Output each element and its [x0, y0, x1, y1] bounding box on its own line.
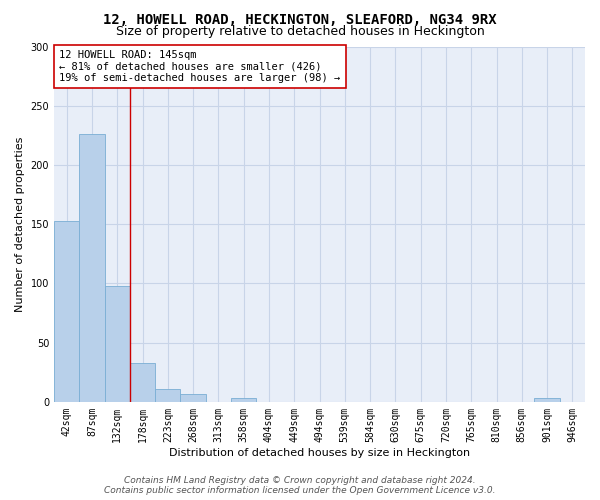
- Bar: [181, 394, 206, 402]
- Bar: [535, 398, 560, 402]
- Bar: [54, 220, 79, 402]
- Bar: [130, 362, 155, 402]
- Bar: [79, 134, 104, 402]
- Text: 12, HOWELL ROAD, HECKINGTON, SLEAFORD, NG34 9RX: 12, HOWELL ROAD, HECKINGTON, SLEAFORD, N…: [103, 12, 497, 26]
- X-axis label: Distribution of detached houses by size in Heckington: Distribution of detached houses by size …: [169, 448, 470, 458]
- Text: 12 HOWELL ROAD: 145sqm
← 81% of detached houses are smaller (426)
19% of semi-de: 12 HOWELL ROAD: 145sqm ← 81% of detached…: [59, 50, 341, 84]
- Y-axis label: Number of detached properties: Number of detached properties: [15, 136, 25, 312]
- Text: Size of property relative to detached houses in Heckington: Size of property relative to detached ho…: [116, 25, 484, 38]
- Bar: [104, 286, 130, 402]
- Bar: [231, 398, 256, 402]
- Text: Contains HM Land Registry data © Crown copyright and database right 2024.
Contai: Contains HM Land Registry data © Crown c…: [104, 476, 496, 495]
- Bar: [155, 389, 181, 402]
